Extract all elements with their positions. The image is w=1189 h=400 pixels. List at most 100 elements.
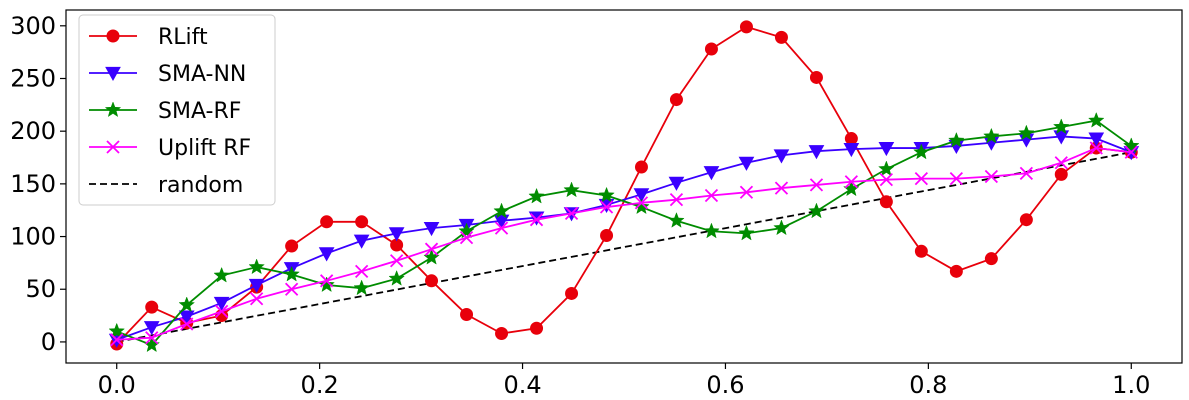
- data-point: [353, 279, 370, 296]
- data-point: [1089, 141, 1103, 155]
- data-point: [703, 222, 720, 239]
- data-point: [283, 265, 300, 282]
- data-point: [145, 331, 159, 345]
- y-axis: 0 50 100 150 200 250 300: [10, 12, 66, 356]
- data-point: [106, 140, 120, 154]
- data-point: [493, 214, 510, 229]
- data-point: [249, 292, 264, 306]
- x-tick-label: 0.6: [706, 371, 744, 399]
- data-point: [1124, 145, 1138, 159]
- y-tick-label: 200: [10, 117, 56, 145]
- series-line: [116, 135, 1132, 341]
- data-point: [878, 160, 895, 177]
- data-point: [774, 30, 788, 44]
- data-point: [145, 300, 159, 314]
- data-point: [1054, 156, 1068, 170]
- data-point: [388, 227, 405, 242]
- data-point: [704, 42, 718, 56]
- data-point: [774, 181, 789, 195]
- data-point: [353, 234, 370, 249]
- data-point: [424, 242, 439, 256]
- series-uplift-rf: [110, 141, 1138, 347]
- data-point: [668, 176, 685, 191]
- data-point: [949, 264, 963, 278]
- data-point: [704, 188, 719, 203]
- legend-label: SMA-RF: [158, 99, 241, 124]
- data-point: [564, 206, 579, 221]
- data-point: [106, 29, 120, 43]
- data-point: [984, 252, 998, 266]
- data-point: [320, 274, 334, 288]
- data-point: [530, 321, 544, 335]
- data-point: [948, 131, 965, 148]
- data-point: [563, 181, 580, 198]
- data-point: [738, 156, 755, 171]
- data-point: [1019, 166, 1034, 180]
- data-point: [284, 282, 299, 296]
- data-point: [809, 178, 824, 192]
- y-tick-label: 0: [41, 328, 56, 356]
- data-point: [878, 141, 895, 157]
- data-point: [494, 221, 509, 235]
- data-point: [104, 101, 122, 118]
- data-point: [105, 66, 121, 82]
- x-axis: 0.0 0.2 0.4 0.6 0.8 1.0: [98, 363, 1150, 399]
- data-point: [213, 266, 230, 283]
- y-tick-label: 150: [10, 170, 56, 198]
- legend-label: SMA-NN: [158, 62, 246, 87]
- data-point: [984, 169, 999, 184]
- data-point: [425, 274, 439, 288]
- data-point: [600, 228, 614, 242]
- series-line: [116, 147, 1132, 341]
- y-tick-label: 100: [10, 223, 56, 251]
- data-point: [843, 142, 860, 158]
- data-point: [844, 175, 858, 189]
- legend-item-random: random: [89, 173, 243, 198]
- data-point: [213, 296, 230, 311]
- data-point: [318, 247, 335, 262]
- data-point: [143, 321, 160, 336]
- data-point: [1122, 137, 1140, 153]
- data-point: [565, 286, 579, 300]
- data-point: [285, 239, 299, 253]
- data-point: [528, 187, 545, 204]
- data-point: [529, 213, 544, 227]
- data-point: [178, 296, 196, 313]
- data-point: [773, 219, 790, 236]
- data-point: [634, 160, 648, 174]
- data-point: [739, 20, 753, 34]
- data-point: [633, 198, 650, 215]
- data-point: [459, 230, 474, 245]
- data-point: [320, 215, 334, 229]
- data-point: [634, 196, 649, 210]
- data-point: [913, 143, 930, 160]
- data-point: [669, 193, 684, 207]
- data-point: [180, 317, 194, 331]
- data-point: [669, 93, 683, 107]
- data-point: [808, 145, 825, 160]
- data-point: [493, 202, 510, 219]
- data-point: [178, 310, 195, 325]
- data-point: [390, 254, 404, 268]
- series-layer: [108, 20, 1140, 353]
- data-point: [1019, 213, 1033, 227]
- data-point: [248, 278, 265, 294]
- data-point: [1054, 167, 1068, 181]
- legend: RLift SMA-NN SMA-RF Uplift RF random: [78, 14, 276, 206]
- series-sma-rf: [108, 111, 1140, 353]
- data-point: [495, 326, 509, 340]
- legend-label: Uplift RF: [158, 136, 251, 161]
- data-point: [949, 171, 964, 186]
- data-point: [1053, 130, 1070, 145]
- data-point: [1052, 118, 1070, 135]
- data-point: [108, 322, 126, 339]
- data-point: [1018, 124, 1035, 141]
- data-point: [703, 166, 720, 181]
- legend-label: random: [158, 173, 243, 198]
- data-point: [355, 264, 369, 278]
- data-point: [844, 132, 858, 146]
- data-point: [355, 215, 369, 229]
- legend-item-rlift: RLift: [89, 25, 208, 50]
- data-point: [879, 173, 893, 187]
